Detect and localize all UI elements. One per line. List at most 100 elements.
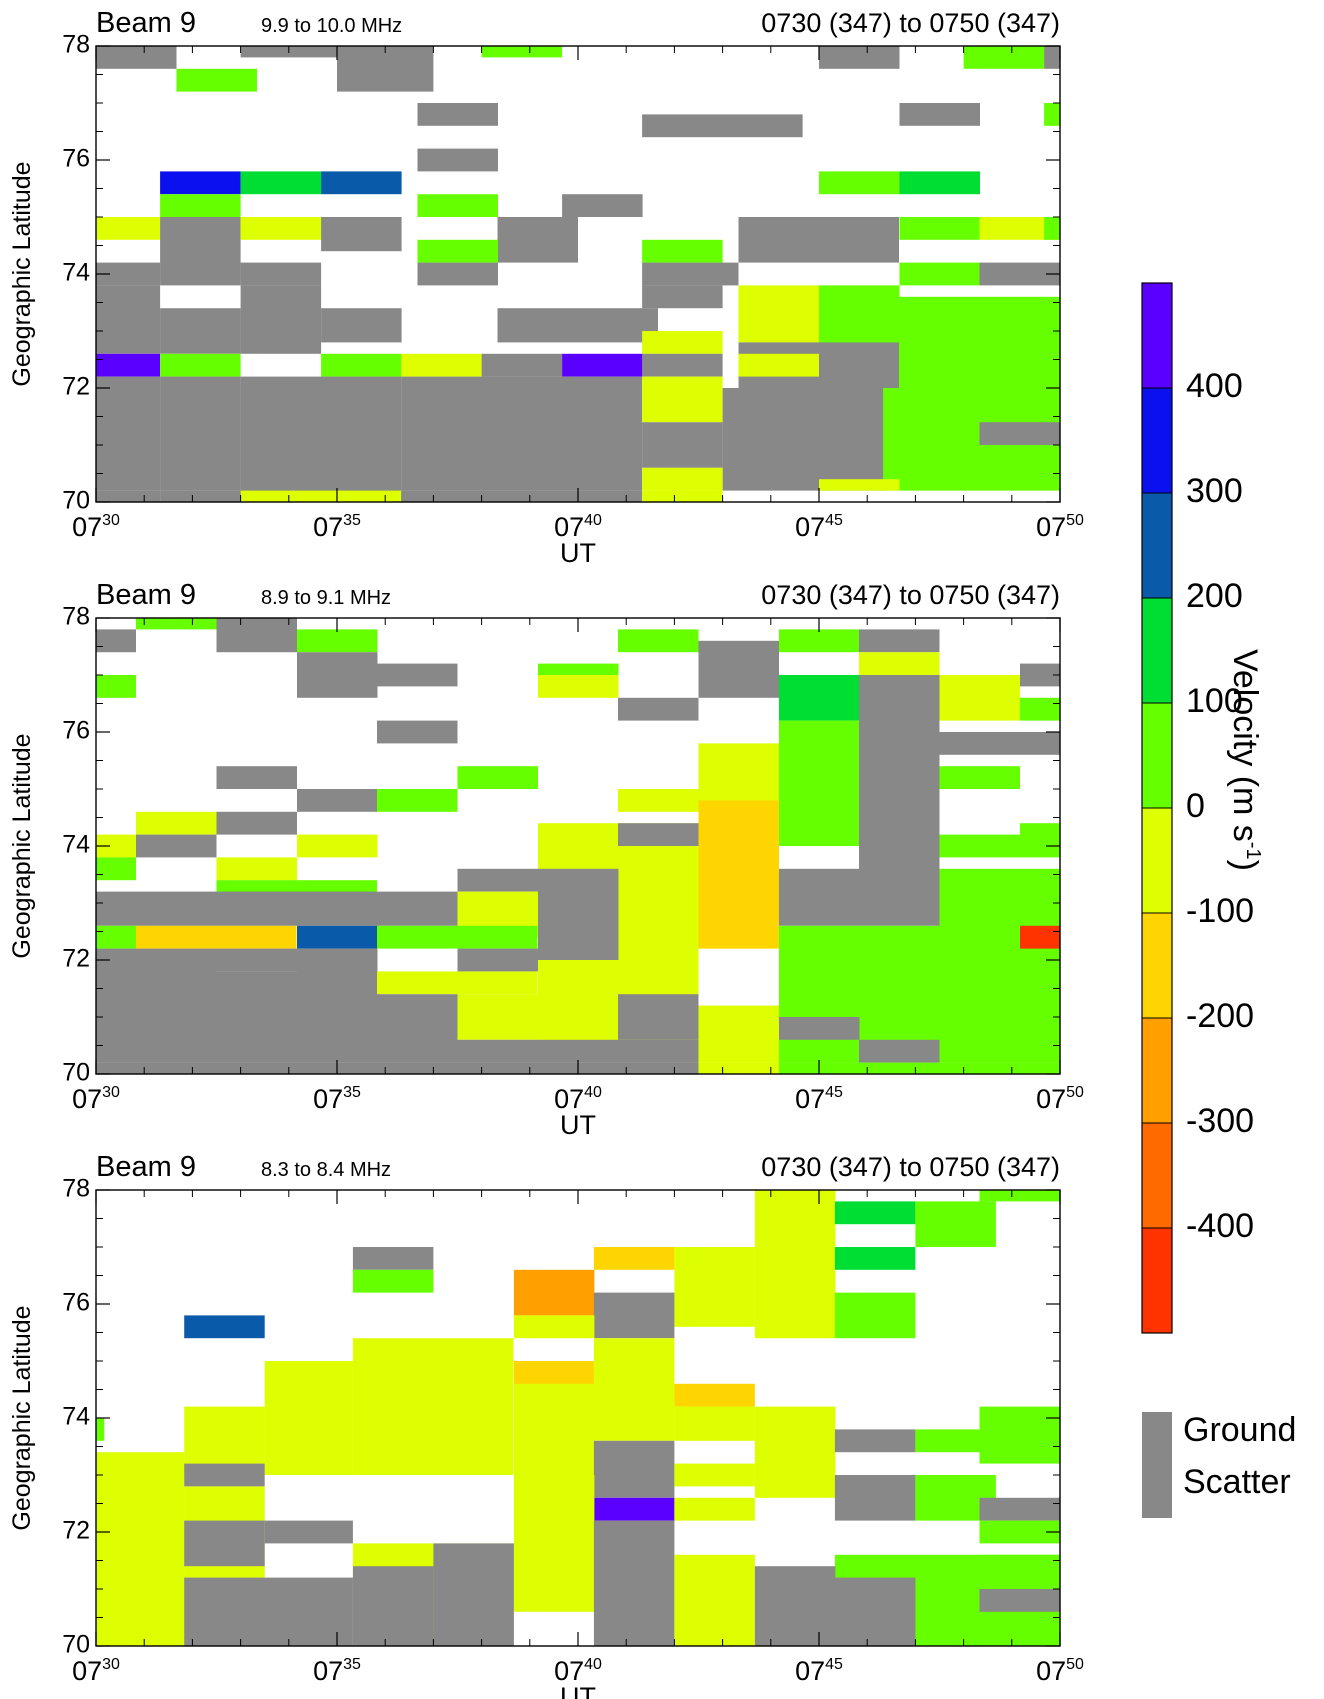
velocity-cell xyxy=(674,1463,755,1487)
ground-scatter-cell xyxy=(96,46,177,69)
colorbar-tick-label: -400 xyxy=(1186,1207,1254,1245)
ground-scatter-cell xyxy=(537,868,619,960)
x-tick-label: 0740 xyxy=(554,1084,602,1114)
ground-scatter-cell xyxy=(96,262,161,286)
ground-scatter-cell xyxy=(457,948,538,972)
ground-scatter-cell xyxy=(834,1475,916,1521)
y-tick-label: 78 xyxy=(62,31,90,59)
heatmap-cells xyxy=(96,1190,1060,1646)
colorbar-tick-label: -200 xyxy=(1186,997,1254,1035)
x-tick-label: 0745 xyxy=(795,512,843,542)
velocity-cell xyxy=(642,239,723,263)
ground-scatter-cell xyxy=(417,148,498,172)
colorbar-bin xyxy=(1142,283,1172,389)
ground-scatter-cell xyxy=(819,46,900,69)
velocity-cell xyxy=(176,68,257,92)
ground-scatter-cell xyxy=(96,285,161,354)
velocity-cell xyxy=(642,376,723,423)
y-tick-label: 70 xyxy=(62,1059,90,1087)
velocity-cell xyxy=(160,194,241,217)
ground-scatter-legend: Ground Scatter xyxy=(1142,1411,1296,1518)
velocity-cell xyxy=(939,675,1020,721)
colorbar-bins xyxy=(1142,283,1172,1334)
panel-1: 70 72 74 76 78 0730 0735 0740 0745 0750 Beam 9 9.9 … xyxy=(8,7,1084,568)
velocity-cell xyxy=(939,766,1020,789)
ground-scatter-cell xyxy=(642,353,723,377)
velocity-cell xyxy=(1044,217,1060,240)
ground-scatter-cell xyxy=(754,1566,836,1646)
ground-scatter-cell xyxy=(562,194,643,217)
ground-scatter-cell xyxy=(834,1577,916,1646)
velocity-cell xyxy=(642,467,723,491)
velocity-cell xyxy=(778,1062,1060,1074)
ground-scatter-cell xyxy=(417,103,498,126)
velocity-cell xyxy=(1019,697,1060,721)
y-tick-label: 72 xyxy=(62,945,90,973)
velocity-cell xyxy=(674,1554,755,1646)
ground-scatter-cell xyxy=(96,1062,458,1074)
velocity-cell xyxy=(96,857,137,881)
velocity-cell xyxy=(1044,103,1060,126)
colorbar-tick-label: 100 xyxy=(1186,682,1243,720)
frequency-range: 9.9 to 10.0 MHz xyxy=(261,15,402,37)
velocity-cell xyxy=(417,239,498,263)
velocity-cell xyxy=(296,925,378,949)
ground-scatter-cell xyxy=(160,217,241,286)
velocity-cell xyxy=(593,1338,675,1441)
velocity-cell xyxy=(513,1269,595,1316)
y-tick-label: 70 xyxy=(62,1631,90,1659)
velocity-cell xyxy=(642,331,723,354)
velocity-cell xyxy=(513,1475,595,1612)
x-tick-label: 0735 xyxy=(313,1656,361,1686)
velocity-cell xyxy=(819,479,900,491)
y-axis-label: Geographic Latitude xyxy=(8,161,36,386)
ground-scatter-cell xyxy=(240,376,402,502)
y-tick-label: 70 xyxy=(62,487,90,515)
velocity-cell xyxy=(834,1247,916,1270)
velocity-cell xyxy=(160,353,241,377)
x-tick-label: 0740 xyxy=(554,512,602,542)
y-tick-label: 74 xyxy=(62,831,90,859)
ground-scatter-cell xyxy=(136,834,217,858)
velocity-cell xyxy=(754,1190,836,1339)
ground-scatter-cell xyxy=(778,868,860,926)
ground-scatter-cell xyxy=(184,1520,265,1567)
ground-scatter-label-2: Scatter xyxy=(1183,1463,1291,1501)
colorbar-title-end: ) xyxy=(1226,860,1264,871)
colorbar-tick-label: -100 xyxy=(1186,892,1254,930)
velocity-cell xyxy=(915,1201,996,1247)
x-tick-label: 0745 xyxy=(795,1084,843,1114)
ground-scatter-cell xyxy=(618,697,699,721)
ground-scatter-cell xyxy=(698,640,779,698)
colorbar-ticks: 400 300 200 100 0 -100 -200 -300 -400 xyxy=(1142,367,1254,1245)
y-tick-label: 72 xyxy=(62,373,90,401)
velocity-cell xyxy=(377,925,538,949)
ground-scatter-cell xyxy=(939,732,1020,755)
velocity-cell xyxy=(698,800,779,949)
colorbar-bin xyxy=(1142,808,1172,914)
ground-scatter-cell xyxy=(979,262,1060,286)
y-axis-label: Geographic Latitude xyxy=(8,733,36,958)
velocity-cell xyxy=(939,868,1060,1063)
velocity-cell xyxy=(778,720,860,846)
panel-2: 70 72 74 76 78 0730 0735 0740 0745 0750 Beam 9 8.9 … xyxy=(8,579,1084,1140)
velocity-cell xyxy=(778,675,860,721)
colorbar-bin xyxy=(1142,913,1172,1019)
velocity-cell xyxy=(963,46,1045,69)
ground-scatter-cell xyxy=(593,1440,675,1498)
ground-scatter-cell xyxy=(96,376,161,491)
ground-scatter-cell xyxy=(642,422,723,468)
ground-scatter-cell xyxy=(859,675,940,926)
velocity-cell xyxy=(321,171,402,195)
ground-scatter-cell xyxy=(96,490,161,502)
ground-scatter-cell xyxy=(642,285,723,309)
velocity-cell xyxy=(899,296,1060,491)
ground-scatter-cell xyxy=(834,1429,916,1453)
x-tick-label: 0730 xyxy=(72,512,120,542)
colorbar-title-main: Velocity (m s xyxy=(1226,649,1264,842)
ground-scatter-cell xyxy=(618,823,699,846)
colorbar-bin xyxy=(1142,703,1172,809)
velocity-cell xyxy=(1019,925,1060,949)
velocity-cell xyxy=(979,1406,1060,1464)
